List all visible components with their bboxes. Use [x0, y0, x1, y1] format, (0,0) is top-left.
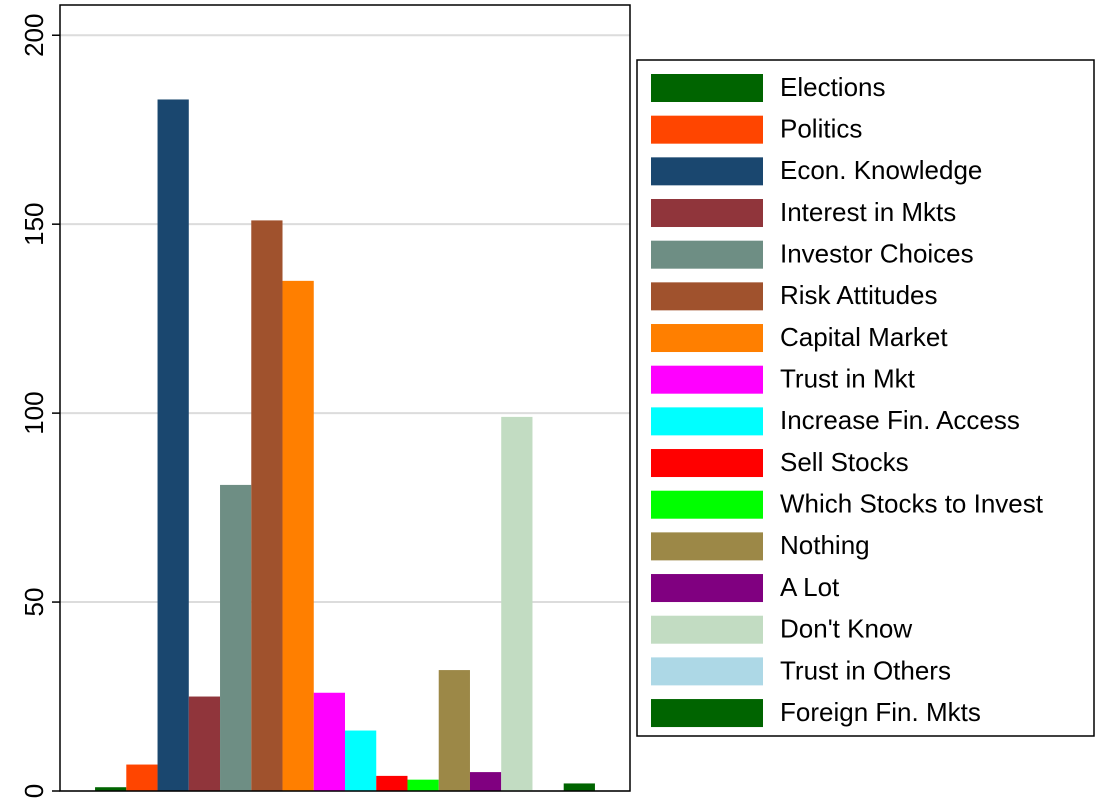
legend-swatch	[651, 240, 763, 269]
legend-label: Capital Market	[780, 322, 948, 352]
bar	[376, 775, 408, 791]
y-tick-label: 150	[19, 202, 49, 245]
legend-label: Econ. Knowledge	[780, 155, 982, 185]
legend-swatch	[651, 157, 763, 186]
bar	[501, 416, 533, 791]
legend-label: Trust in Others	[780, 655, 951, 685]
bar	[251, 220, 283, 791]
legend-swatch	[651, 74, 763, 102]
y-tick-label: 0	[19, 784, 49, 798]
legend-swatch	[651, 657, 763, 686]
legend-label: Sell Stocks	[780, 447, 909, 477]
legend-label: Foreign Fin. Mkts	[780, 697, 981, 727]
plot-frame	[59, 4, 631, 792]
bar	[438, 670, 470, 791]
legend-swatch	[651, 282, 763, 311]
y-tick-label: 200	[19, 14, 49, 57]
bar	[563, 783, 595, 791]
legend-label: Increase Fin. Access	[780, 405, 1020, 435]
legend-swatch	[651, 490, 763, 519]
bar	[95, 787, 127, 791]
legend-label: Which Stocks to Invest	[780, 489, 1044, 519]
legend-swatch	[651, 449, 763, 478]
legend-label: Investor Choices	[780, 239, 974, 269]
bar	[220, 484, 252, 791]
bar	[188, 696, 221, 791]
legend-swatch	[651, 199, 763, 228]
legend-label: Risk Attitudes	[780, 280, 938, 310]
y-tick-label: 100	[19, 391, 49, 434]
bar	[345, 730, 377, 791]
legend-label: Politics	[780, 114, 862, 144]
bar	[157, 99, 189, 792]
legend-swatch	[651, 615, 763, 644]
legend-swatch	[651, 574, 763, 603]
bar	[407, 779, 439, 791]
legend-swatch	[651, 699, 763, 728]
legend-swatch	[651, 365, 763, 394]
bar	[282, 280, 314, 791]
legend-label: Don't Know	[780, 614, 912, 644]
legend-swatch	[651, 324, 763, 353]
y-tick-label: 50	[19, 588, 49, 617]
bar	[469, 772, 502, 791]
legend-label: Elections	[780, 72, 886, 102]
legend-swatch	[651, 115, 763, 144]
legend-label: Trust in Mkt	[780, 364, 916, 394]
bar	[126, 764, 158, 791]
legend-label: Nothing	[780, 530, 870, 560]
legend-label: Interest in Mkts	[780, 197, 956, 227]
legend-label: A Lot	[780, 572, 840, 602]
legend-swatch	[651, 532, 763, 561]
bar	[313, 692, 345, 791]
legend-swatch	[651, 407, 763, 436]
